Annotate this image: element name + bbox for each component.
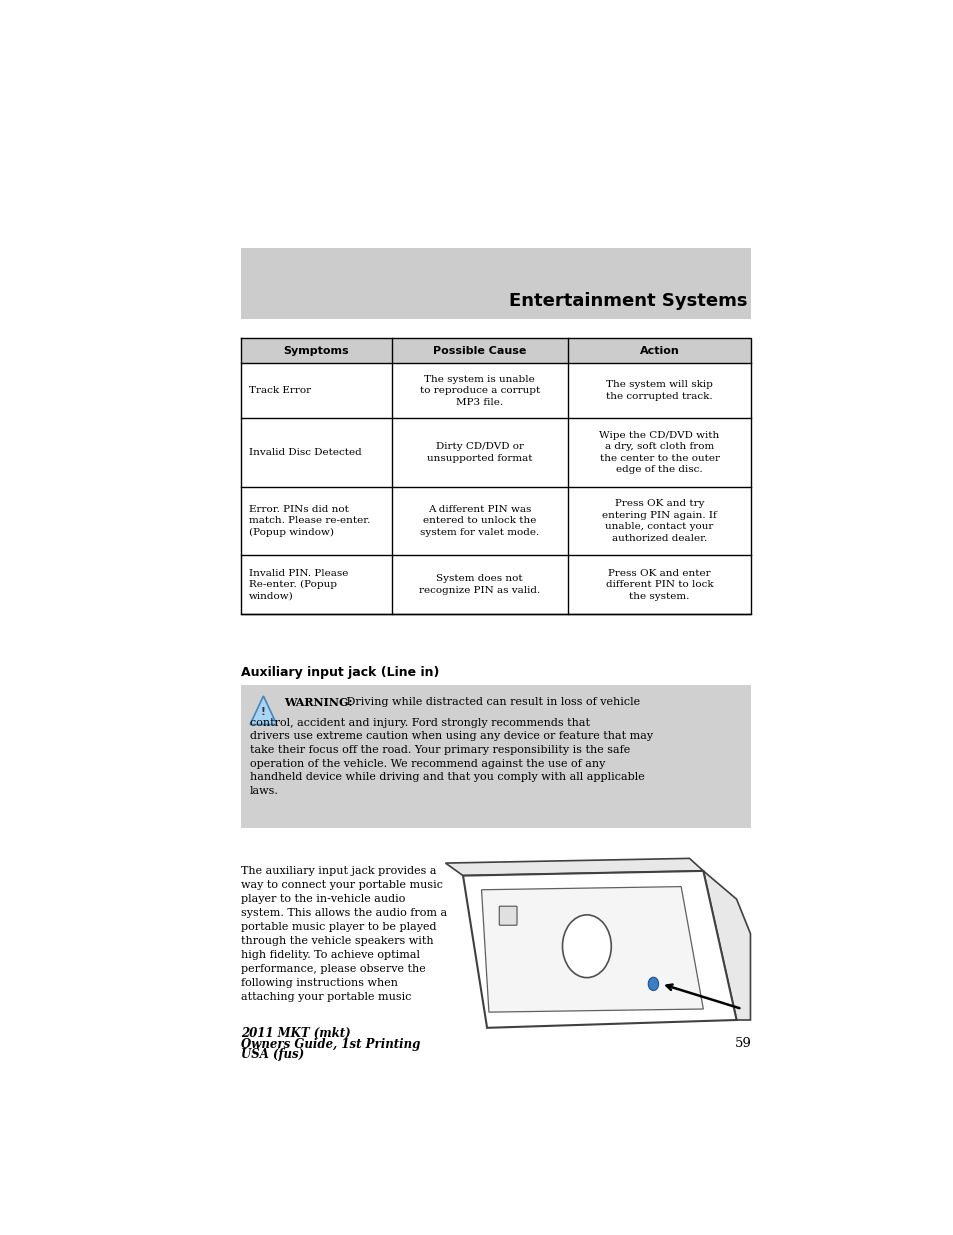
Text: 59: 59: [734, 1037, 751, 1051]
Polygon shape: [250, 697, 276, 725]
Text: Possible Cause: Possible Cause: [433, 346, 526, 356]
Text: Entertainment Systems: Entertainment Systems: [509, 291, 747, 310]
Text: Press OK and try
entering PIN again. If
unable, contact your
authorized dealer.: Press OK and try entering PIN again. If …: [601, 499, 717, 542]
FancyBboxPatch shape: [241, 248, 751, 320]
Text: Symptoms: Symptoms: [283, 346, 349, 356]
Text: 2011 MKT (mkt): 2011 MKT (mkt): [241, 1028, 351, 1040]
Circle shape: [648, 977, 658, 990]
FancyBboxPatch shape: [498, 906, 517, 925]
Text: A different PIN was
entered to unlock the
system for valet mode.: A different PIN was entered to unlock th…: [419, 505, 538, 537]
Text: Press OK and enter
different PIN to lock
the system.: Press OK and enter different PIN to lock…: [605, 569, 713, 600]
FancyBboxPatch shape: [241, 338, 751, 363]
Text: System does not
recognize PIN as valid.: System does not recognize PIN as valid.: [418, 574, 539, 595]
Text: !: !: [261, 708, 266, 718]
Text: The auxiliary input jack provides a
way to connect your portable music
player to: The auxiliary input jack provides a way …: [241, 866, 447, 1002]
Text: Driving while distracted can result in loss of vehicle: Driving while distracted can result in l…: [343, 697, 639, 706]
Text: Action: Action: [639, 346, 679, 356]
Text: control, accident and injury. Ford strongly recommends that
drivers use extreme : control, accident and injury. Ford stron…: [250, 718, 653, 795]
Text: WARNING:: WARNING:: [284, 697, 353, 708]
Text: Owners Guide, 1st Printing: Owners Guide, 1st Printing: [241, 1037, 420, 1051]
Text: Wipe the CD/DVD with
a dry, soft cloth from
the center to the outer
edge of the : Wipe the CD/DVD with a dry, soft cloth f…: [598, 431, 719, 474]
Text: Invalid Disc Detected: Invalid Disc Detected: [249, 448, 361, 457]
Text: Invalid PIN. Please
Re-enter. (Popup
window): Invalid PIN. Please Re-enter. (Popup win…: [249, 568, 348, 600]
Text: Auxiliary input jack (Line in): Auxiliary input jack (Line in): [241, 667, 439, 679]
Polygon shape: [481, 887, 702, 1013]
Text: The system is unable
to reproduce a corrupt
MP3 file.: The system is unable to reproduce a corr…: [419, 374, 539, 406]
Text: Error. PINs did not
match. Please re-enter.
(Popup window): Error. PINs did not match. Please re-ent…: [249, 505, 370, 537]
Text: USA (fus): USA (fus): [241, 1049, 304, 1061]
Circle shape: [562, 915, 611, 978]
Text: The system will skip
the corrupted track.: The system will skip the corrupted track…: [605, 380, 712, 401]
FancyBboxPatch shape: [241, 685, 751, 829]
Polygon shape: [702, 871, 750, 1020]
Polygon shape: [462, 871, 736, 1028]
Polygon shape: [445, 858, 702, 876]
Text: Dirty CD/DVD or
unsupported format: Dirty CD/DVD or unsupported format: [427, 442, 532, 463]
Text: Track Error: Track Error: [249, 387, 311, 395]
